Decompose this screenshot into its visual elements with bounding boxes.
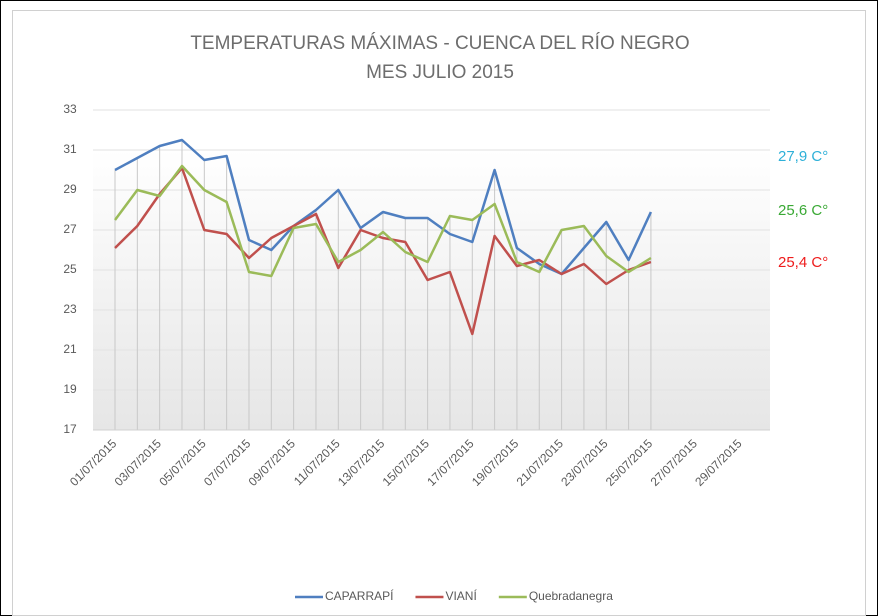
y-tick-label: 33 [63,102,77,116]
y-tick-label: 27 [63,222,77,236]
y-tick-label: 25 [63,262,77,276]
chart-title: TEMPERATURAS MÁXIMAS - CUENCA DEL RÍO NE… [190,33,689,54]
series-line [113,164,652,278]
legend-label: VIANÍ [445,588,477,603]
y-tick-label: 21 [63,342,77,356]
annotation: 25,4 C° [778,254,828,271]
series-line [114,166,652,336]
legend-label: Quebradanegra [529,589,613,603]
annotation: 27,9 C° [778,148,828,165]
y-tick-label: 19 [63,382,77,396]
y-tick-label: 17 [63,422,77,436]
plot-area [93,150,770,430]
chart-subtitle: MES JULIO 2015 [366,62,514,83]
annotation: 25,6 C° [778,202,828,219]
y-tick-label: 29 [63,182,77,196]
y-tick-label: 31 [63,142,77,156]
legend-label: CAPARRAPÍ [325,588,394,603]
y-tick-label: 23 [63,302,77,316]
